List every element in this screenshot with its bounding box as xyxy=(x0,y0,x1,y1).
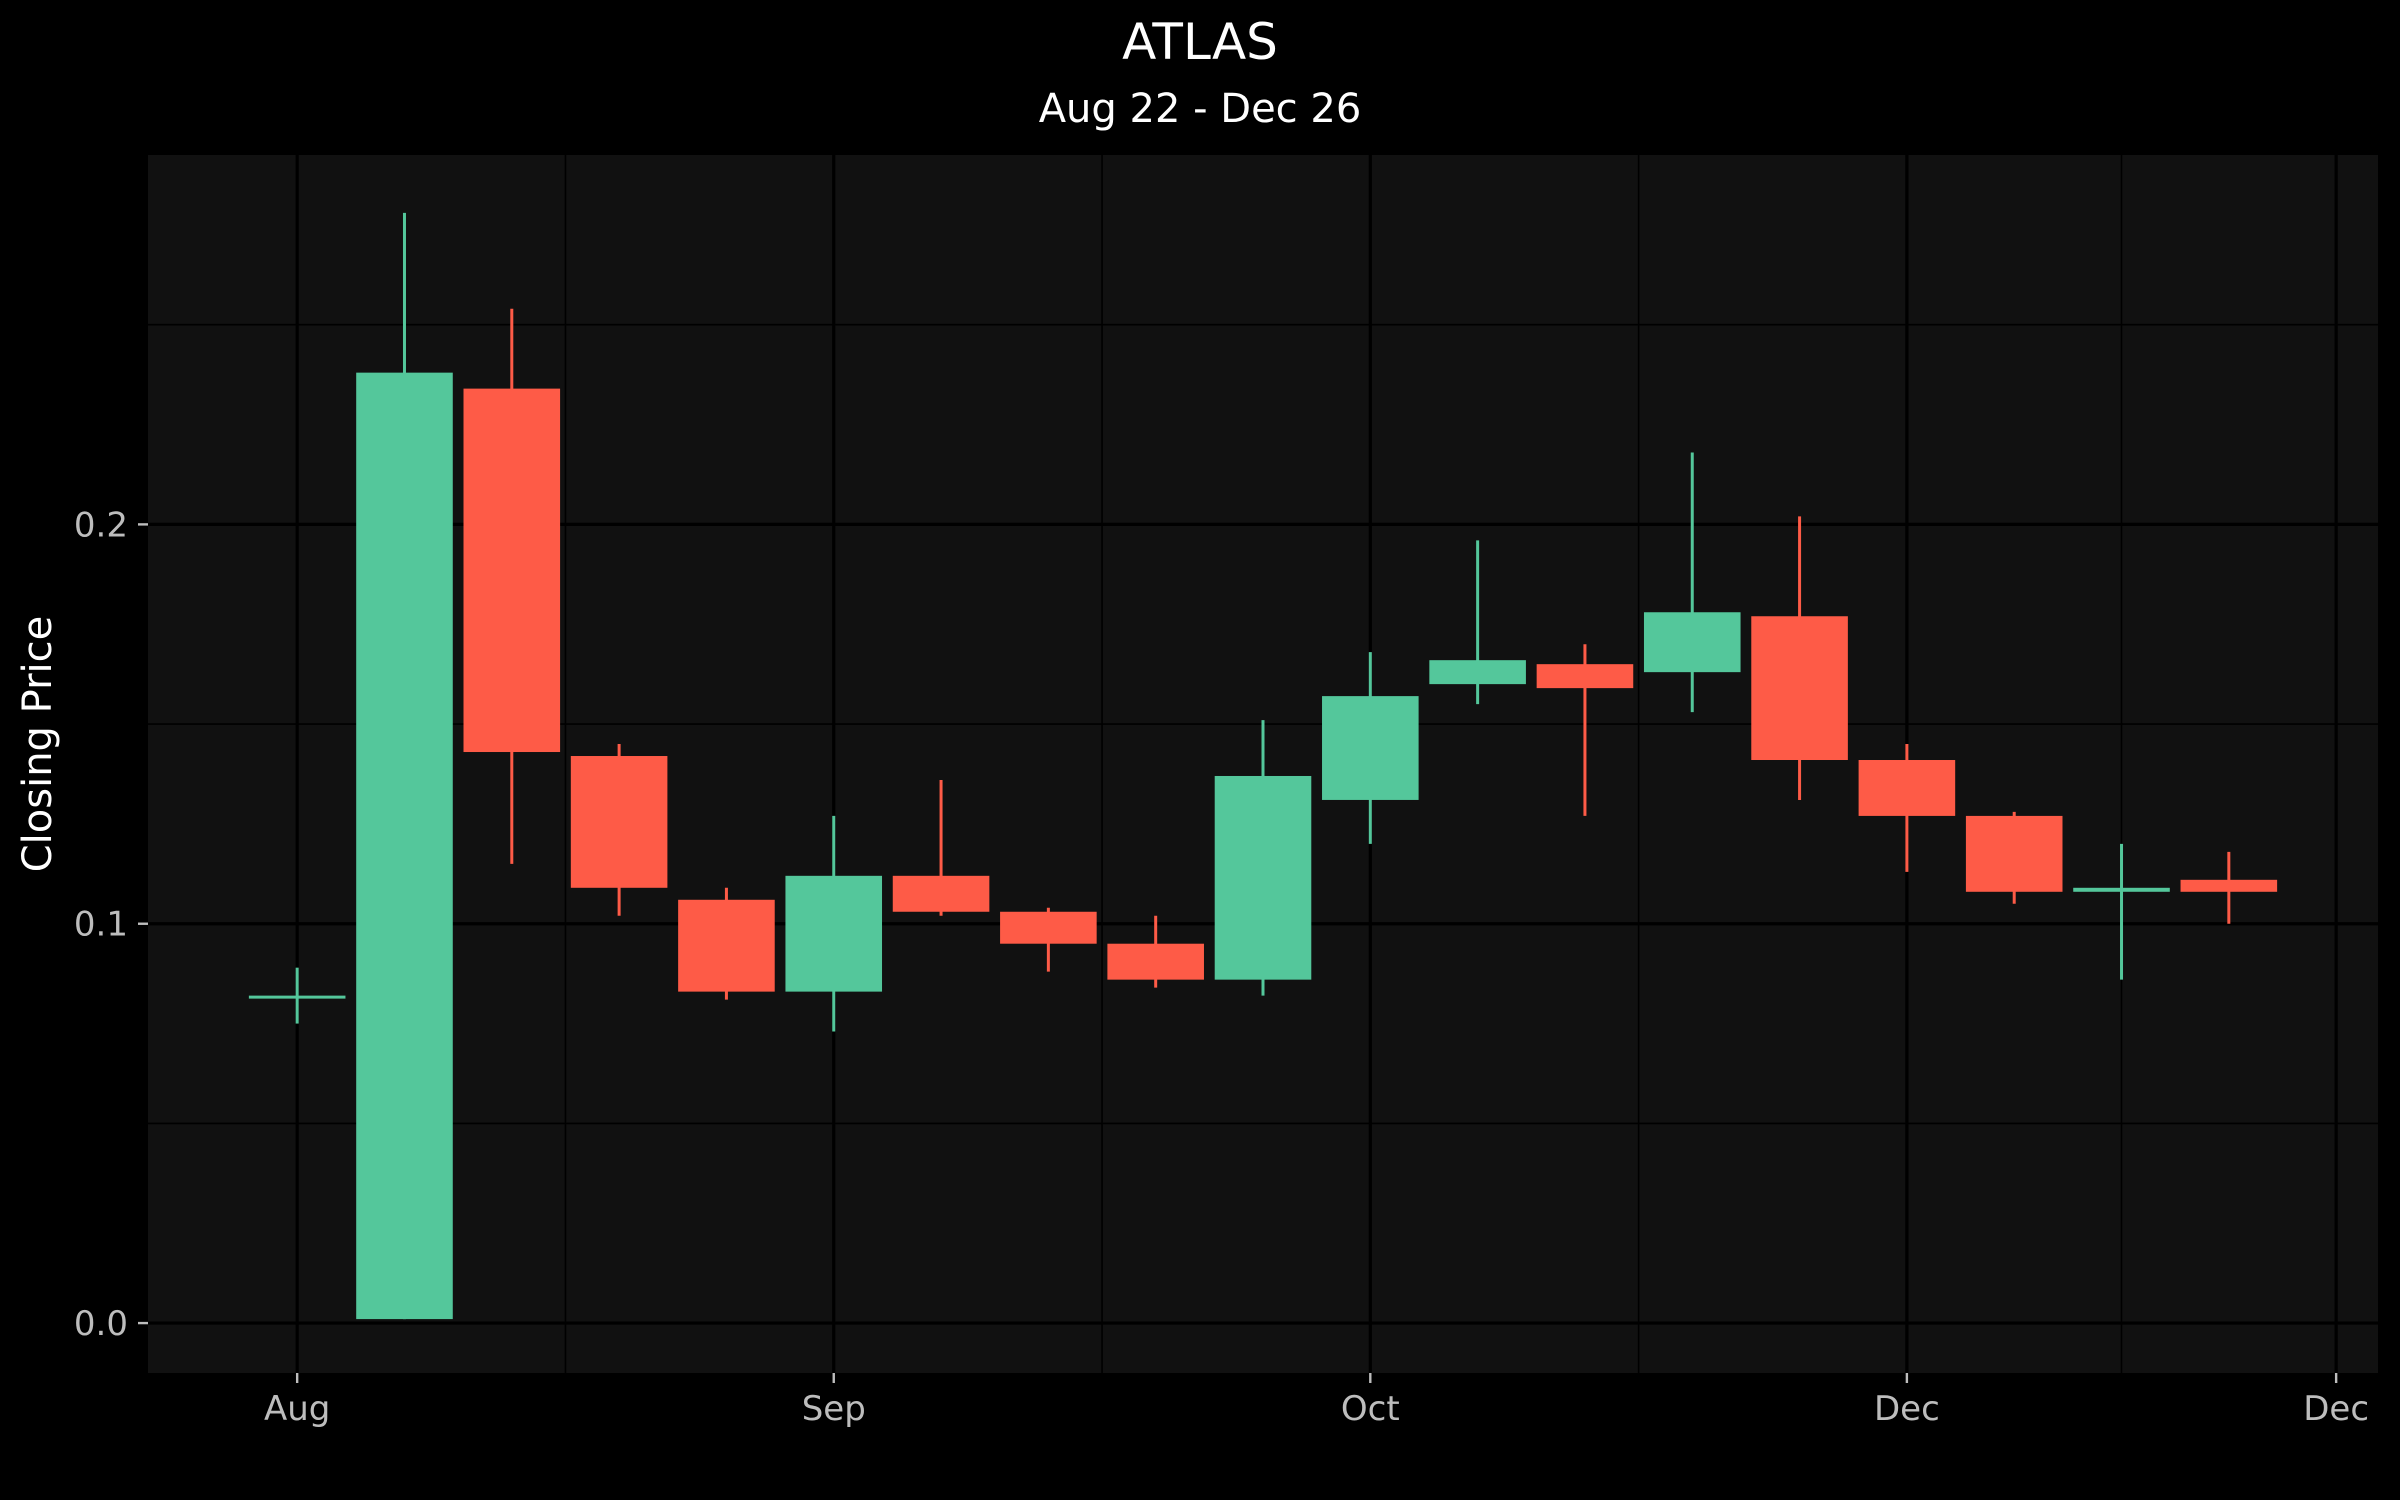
x-tick-label: Dec xyxy=(2303,1389,2369,1429)
candle-body-down xyxy=(1107,943,1204,980)
candle-body-up xyxy=(1429,660,1526,685)
candle-body-down xyxy=(1965,815,2063,892)
candle-body-down xyxy=(2180,879,2278,892)
candle-body-down xyxy=(1000,911,1097,944)
x-tick-label: Oct xyxy=(1341,1389,1400,1429)
candle-body-up xyxy=(1322,696,1419,800)
y-tick-label: 0.0 xyxy=(74,1304,128,1344)
axis-layer: 0.0 0.1 0.2 Aug Sep Oct Dec Dec xyxy=(74,505,2369,1429)
candle-body-down xyxy=(678,899,775,992)
candle-body-up xyxy=(1643,612,1741,673)
chart-title: ATLAS xyxy=(1122,13,1278,71)
candle-body-down xyxy=(463,388,561,753)
candle-layer xyxy=(248,212,2278,1320)
candle-body-up xyxy=(785,875,883,992)
candle-body-down xyxy=(570,756,668,888)
candle-body-down xyxy=(1858,760,1956,816)
candle-body-down xyxy=(1536,664,1634,689)
candle-body-up xyxy=(356,372,453,1320)
candle-body-down xyxy=(892,875,990,912)
x-tick-label: Sep xyxy=(802,1389,866,1429)
candle-body-up xyxy=(1214,775,1312,980)
x-tick-label: Aug xyxy=(264,1389,330,1429)
y-tick-label: 0.2 xyxy=(74,505,128,545)
x-tick-label: Dec xyxy=(1874,1389,1940,1429)
candle-body-up xyxy=(248,995,346,999)
y-tick-label: 0.1 xyxy=(74,905,128,945)
candle-body-up xyxy=(2073,887,2170,892)
candle-body-down xyxy=(1751,616,1848,761)
chart-subtitle: Aug 22 - Dec 26 xyxy=(1038,86,1362,132)
